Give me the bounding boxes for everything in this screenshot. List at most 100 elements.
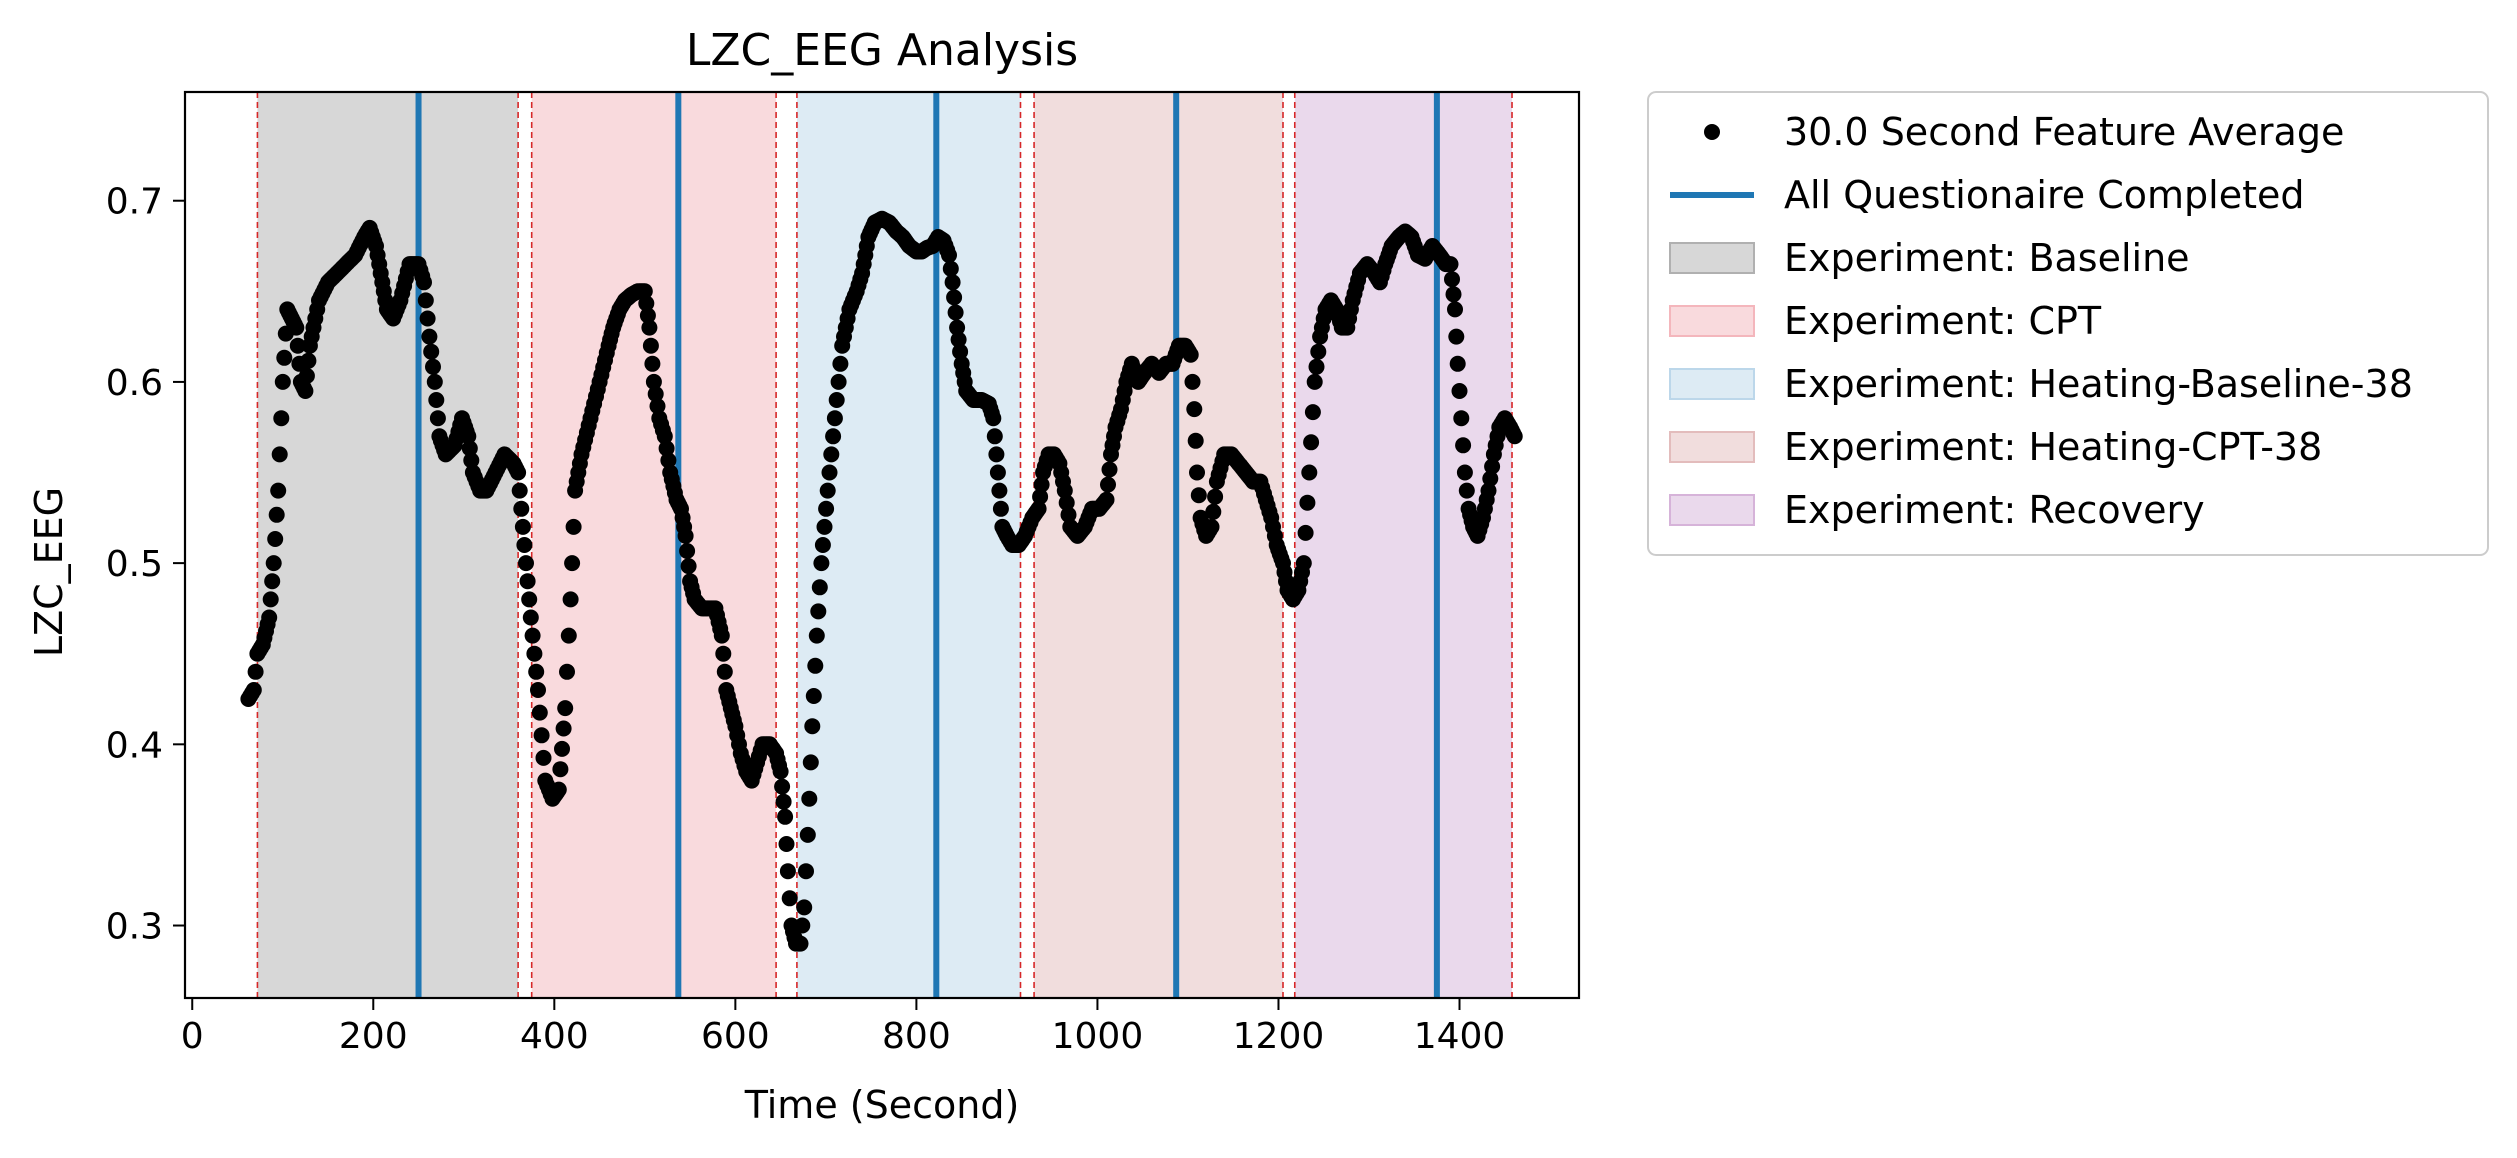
data-point (267, 531, 284, 547)
data-point (416, 274, 432, 291)
data-point (1458, 482, 1475, 499)
data-point (772, 763, 789, 780)
data-point (300, 352, 317, 369)
data-point (1032, 488, 1049, 505)
x-tick-label: 1200 (1233, 1016, 1325, 1057)
data-point (952, 343, 969, 360)
data-point (802, 754, 819, 771)
phase-band (531, 92, 777, 998)
data-point (1187, 432, 1204, 449)
data-point (1303, 434, 1320, 451)
chart-title: LZC_EEG Analysis (686, 25, 1078, 76)
data-point (1448, 328, 1465, 345)
data-point (947, 304, 964, 321)
data-point (1480, 482, 1497, 499)
legend-label: Experiment: Heating-CPT-38 (1784, 425, 2322, 469)
x-tick-label: 1000 (1052, 1016, 1144, 1057)
legend-patch-swatch (1669, 368, 1755, 400)
data-point (419, 310, 436, 327)
data-point (810, 603, 827, 620)
data-point (716, 663, 733, 680)
data-point (1030, 500, 1047, 517)
data-point (1506, 428, 1523, 445)
data-point (1189, 464, 1205, 481)
data-point (1310, 343, 1327, 360)
data-point (816, 518, 833, 535)
data-point (461, 440, 478, 457)
data-point (421, 328, 438, 345)
data-point (647, 386, 664, 402)
data-point (557, 700, 574, 717)
data-point (642, 337, 659, 354)
data-point (680, 558, 697, 575)
data-point (830, 373, 847, 390)
data-point (660, 452, 677, 469)
data-point (656, 428, 673, 445)
axes-frame (183, 90, 1581, 1000)
data-point (814, 537, 831, 553)
legend-label: Experiment: Heating-Baseline-38 (1784, 362, 2413, 406)
data-point (645, 373, 662, 390)
data-point (946, 289, 963, 306)
data-point (552, 761, 569, 778)
data-point (819, 482, 836, 499)
data-point (463, 452, 480, 469)
phase-band (257, 92, 519, 998)
data-point (1301, 464, 1318, 481)
data-point (985, 410, 1002, 427)
data-point (1207, 488, 1224, 505)
data-point (1297, 524, 1314, 541)
data-point (792, 935, 809, 952)
data-point (1451, 383, 1468, 399)
y-tick-label: 0.7 (106, 182, 163, 223)
data-point (511, 482, 528, 499)
data-point (1101, 461, 1118, 478)
data-point (519, 573, 536, 590)
data-point (639, 307, 656, 324)
data-point (813, 555, 830, 572)
data-point (428, 392, 445, 408)
data-point (289, 337, 306, 354)
data-point (658, 440, 675, 457)
data-point (991, 482, 1008, 499)
x-axis-label: Time (Second) (744, 1083, 1020, 1127)
y-tick-label: 0.3 (106, 907, 163, 948)
x-tick-label: 200 (339, 1016, 408, 1057)
data-point (636, 283, 653, 300)
data-point (1203, 518, 1220, 535)
data-point (821, 464, 838, 481)
data-point (1182, 346, 1199, 363)
data-point (796, 899, 813, 916)
data-point (649, 398, 666, 415)
data-point (1449, 355, 1466, 372)
data-point (828, 392, 845, 408)
legend-label: Experiment: CPT (1784, 299, 2102, 343)
legend-label: 30.0 Second Feature Average (1784, 110, 2344, 154)
data-point (826, 410, 843, 427)
data-point (713, 627, 730, 644)
y-tick-label: 0.4 (106, 725, 163, 766)
data-point (1453, 410, 1470, 427)
data-point (530, 682, 546, 698)
data-point (533, 727, 550, 744)
data-point (522, 609, 539, 626)
data-point (271, 446, 288, 463)
data-point (823, 446, 840, 463)
data-point (944, 274, 961, 291)
x-tick-label: 1400 (1414, 1016, 1506, 1057)
data-point (1456, 464, 1473, 481)
data-point (562, 591, 579, 608)
data-point (426, 373, 443, 390)
data-point (460, 428, 477, 445)
data-point (679, 543, 696, 559)
data-point (781, 890, 798, 907)
data-point (1299, 494, 1316, 511)
data-point (778, 836, 795, 852)
x-tick-label: 0 (181, 1016, 204, 1057)
data-point (535, 749, 552, 766)
x-axis-ticks: 0 200 400 600 800 1000 1200 1400 (181, 998, 1506, 1057)
data-point (949, 319, 966, 336)
data-point (1482, 470, 1499, 487)
data-point (779, 863, 796, 880)
